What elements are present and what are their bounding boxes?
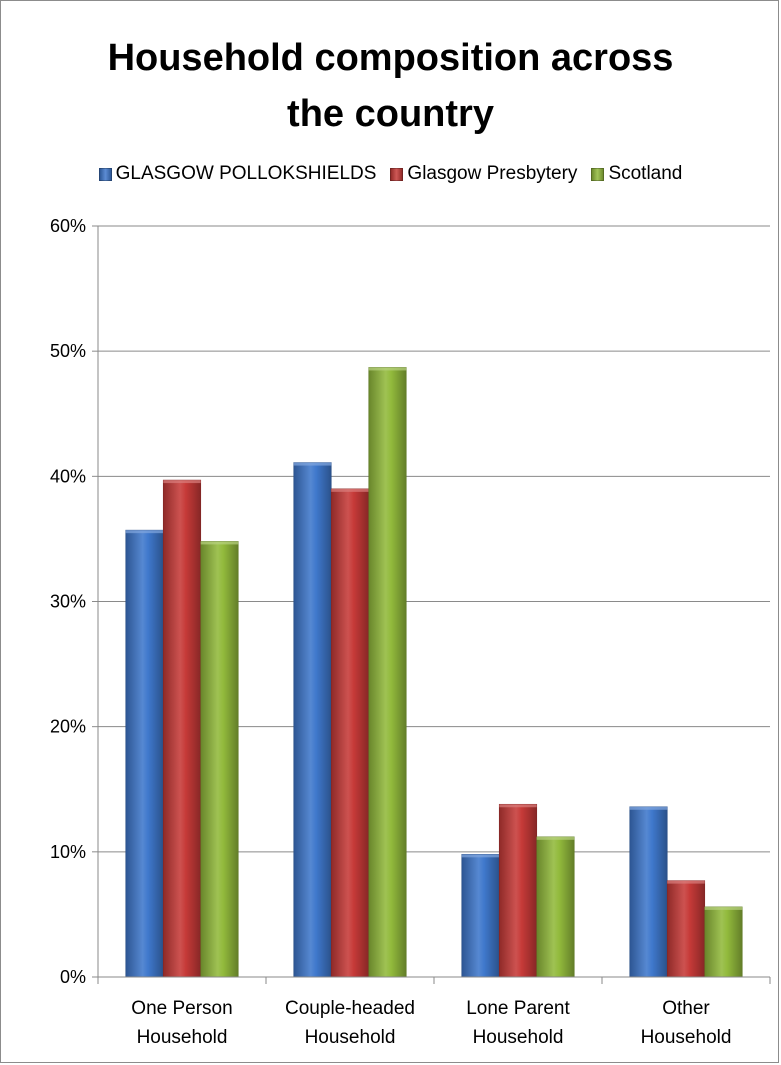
legend-item-scotland: Scotland: [591, 163, 682, 185]
x-category-label: Household: [641, 1027, 732, 1048]
bar: [293, 462, 332, 978]
axis-labels: 0% 10% 20% 30% 40% 50% 60% One Person Household C…: [50, 216, 731, 1048]
legend-swatch-glasgow-pollokshields: [98, 167, 112, 181]
legend-item-glasgow-presbytery: Glasgow Presbytery: [390, 163, 577, 185]
chart-title-line-2: the country: [287, 93, 494, 135]
bar-top-highlight: [536, 836, 575, 840]
bar-top-highlight: [461, 854, 500, 858]
bar: [125, 529, 164, 978]
bar-top-highlight: [704, 906, 743, 910]
bar-top-highlight: [125, 530, 164, 534]
x-category-label: One Person: [131, 998, 232, 1019]
axes: [92, 225, 771, 984]
bar: [536, 836, 575, 978]
bar-top-highlight: [163, 480, 201, 484]
y-tick-label: 50%: [50, 341, 86, 361]
x-category-label: Household: [137, 1027, 228, 1048]
y-tick-label: 40%: [50, 466, 86, 486]
legend-swatch-scotland: [591, 167, 605, 181]
bar-top-highlight: [368, 367, 407, 371]
bar-top-highlight: [629, 806, 668, 810]
legend-item-glasgow-pollokshields: GLASGOW POLLOKSHIELDS: [98, 163, 377, 185]
y-tick-label: 60%: [50, 216, 86, 236]
bar: [368, 367, 407, 978]
bar: [162, 479, 202, 978]
bar-top-highlight: [331, 488, 369, 492]
y-tick-label: 30%: [50, 592, 86, 612]
bar-top-highlight: [667, 880, 705, 884]
legend-swatch-glasgow-presbytery: [390, 167, 404, 181]
x-category-label: Household: [305, 1027, 396, 1048]
y-tick-label: 0%: [60, 967, 86, 987]
chart-title-line-1: Household composition across: [107, 37, 674, 79]
x-category-label: Couple-headed: [285, 998, 415, 1019]
bar: [704, 906, 743, 978]
chart-legend: GLASGOW POLLOKSHIELDS Glasgow Presbytery…: [0, 163, 781, 185]
bar: [200, 541, 239, 978]
x-category-label: Household: [473, 1027, 564, 1048]
bar: [461, 854, 500, 978]
bar: [498, 803, 538, 978]
y-tick-label: 10%: [50, 842, 86, 862]
bar: [666, 880, 706, 978]
legend-label-scotland: Scotland: [608, 163, 683, 184]
bar-top-highlight: [293, 462, 332, 466]
bar-top-highlight: [200, 541, 239, 545]
bars: [125, 367, 743, 978]
x-category-label: Other: [662, 998, 710, 1019]
legend-label-glasgow-pollokshields: GLASGOW POLLOKSHIELDS: [115, 163, 377, 184]
y-tick-label: 20%: [50, 717, 86, 737]
chart-title: Household composition across the country: [0, 30, 781, 142]
x-category-label: Lone Parent: [466, 998, 570, 1019]
bar-top-highlight: [499, 804, 537, 808]
legend-label-glasgow-presbytery: Glasgow Presbytery: [407, 163, 578, 184]
bar: [330, 488, 370, 978]
bar: [629, 806, 668, 978]
